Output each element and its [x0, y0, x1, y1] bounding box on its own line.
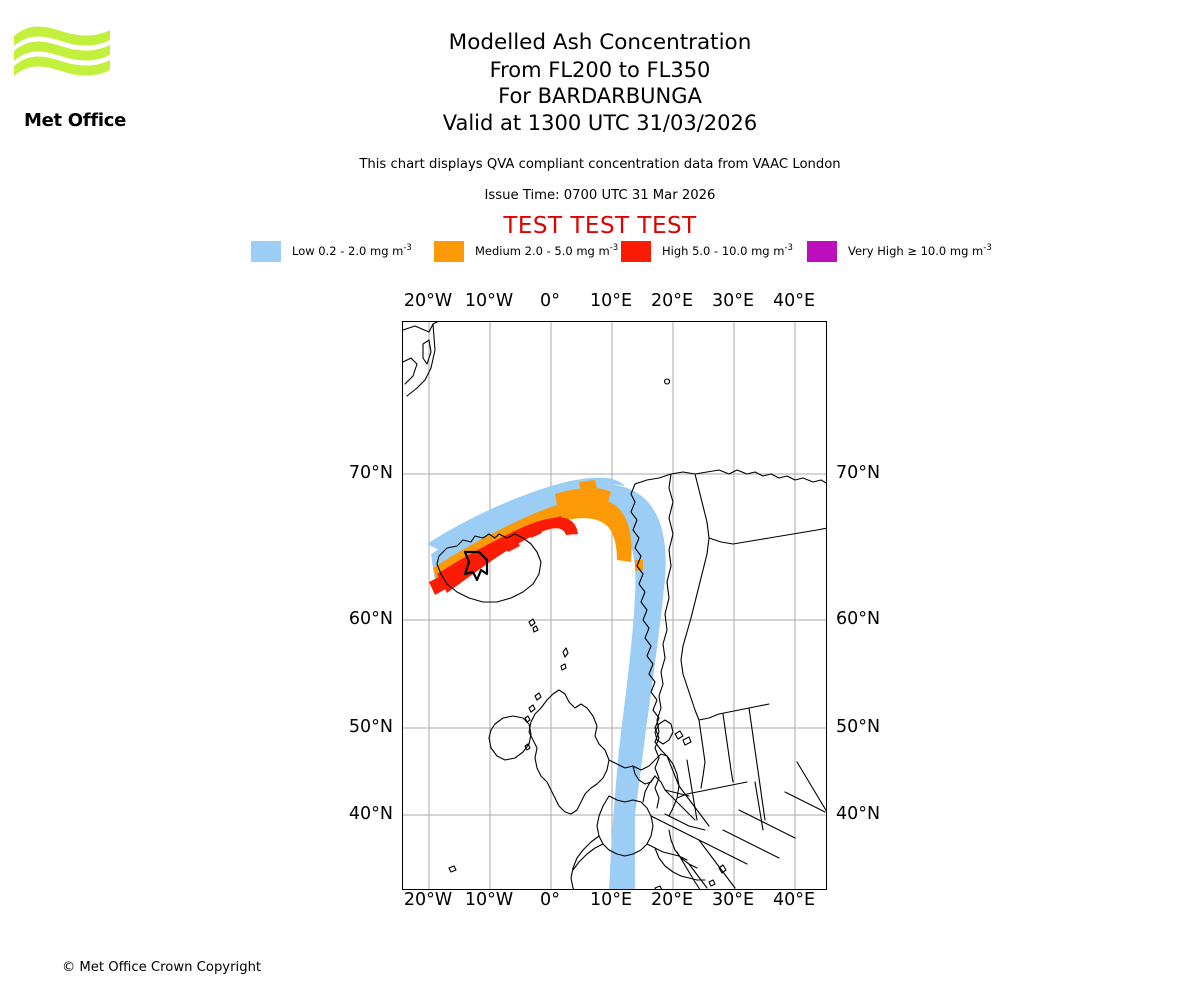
- legend-exponent: -3: [609, 243, 619, 254]
- lon-tick-label: 10°E: [589, 890, 633, 910]
- lon-tick-label: 20°W: [403, 291, 453, 311]
- lon-tick-label: 20°W: [403, 890, 453, 910]
- lat-tick-label: 70°N: [348, 463, 393, 483]
- map-panel: [402, 321, 827, 890]
- legend-swatch: [434, 240, 464, 262]
- lon-tick-label: 0°: [540, 291, 560, 311]
- met-office-logo-text: Met Office: [24, 110, 127, 131]
- copyright-footer: © Met Office Crown Copyright: [62, 960, 262, 975]
- lat-tick-label: 40°N: [836, 804, 881, 824]
- map-canvas: [403, 322, 826, 889]
- legend-exponent: -3: [983, 243, 992, 254]
- legend-swatch: [807, 240, 837, 262]
- legend-exponent: -3: [784, 243, 793, 254]
- title-line-1: Modelled Ash Concentration: [448, 30, 752, 55]
- met-office-logo: Met Office: [12, 24, 212, 130]
- chart-title-block: Modelled Ash Concentration From FL200 to…: [0, 30, 1200, 136]
- lat-tick-label: 40°N: [348, 804, 393, 824]
- title-line-3: For BARDARBUNGA: [498, 84, 702, 108]
- test-banner: TEST TEST TEST: [503, 213, 697, 239]
- legend-item: Very High ≥ 10.0 mg m-3: [807, 240, 992, 262]
- lon-tick-label: 10°E: [589, 291, 633, 311]
- lat-tick-label: 50°N: [348, 717, 393, 737]
- map-gridlines: [403, 322, 826, 889]
- ash-plume-low: [427, 477, 666, 889]
- lon-tick-label: 30°E: [711, 890, 755, 910]
- legend-swatch: [251, 240, 281, 262]
- lon-tick-label: 40°E: [772, 291, 816, 311]
- legend-item: Medium 2.0 - 5.0 mg m-3: [434, 240, 618, 262]
- map-coastlines: [403, 322, 826, 889]
- legend-label: High 5.0 - 10.0 mg m-3: [662, 243, 793, 259]
- legend-exponent: -3: [403, 243, 412, 254]
- lon-tick-label: 0°: [540, 890, 560, 910]
- lon-tick-label: 30°E: [711, 291, 755, 311]
- legend-swatch: [621, 240, 651, 262]
- legend-label: Very High ≥ 10.0 mg m-3: [848, 243, 992, 259]
- legend-label: Low 0.2 - 2.0 mg m-3: [292, 243, 412, 259]
- lat-tick-label: 60°N: [348, 609, 393, 629]
- lon-tick-label: 10°W: [464, 890, 514, 910]
- ash-plume-medium: [433, 480, 643, 587]
- legend-item: Low 0.2 - 2.0 mg m-3: [251, 240, 412, 262]
- met-office-wave-mark: [14, 26, 110, 76]
- legend-label: Medium 2.0 - 5.0 mg m-3: [475, 243, 619, 259]
- chart-subtitle: This chart displays QVA compliant concen…: [359, 157, 841, 172]
- title-line-4: Valid at 1300 UTC 31/03/2026: [442, 110, 758, 135]
- lon-tick-label: 20°E: [650, 890, 694, 910]
- lon-tick-label: 10°W: [464, 291, 514, 311]
- legend-item: High 5.0 - 10.0 mg m-3: [621, 240, 793, 262]
- map-frame: [402, 321, 827, 890]
- lat-tick-label: 50°N: [836, 717, 881, 737]
- lat-tick-label: 70°N: [836, 463, 881, 483]
- lat-tick-label: 60°N: [836, 609, 881, 629]
- title-line-2: From FL200 to FL350: [489, 57, 711, 82]
- lon-tick-label: 40°E: [772, 890, 816, 910]
- concentration-legend: Low 0.2 - 2.0 mg m-3 Medium 2.0 - 5.0 mg …: [0, 240, 1200, 264]
- lon-tick-label: 20°E: [650, 291, 694, 311]
- issue-time: Issue Time: 0700 UTC 31 Mar 2026: [484, 188, 716, 203]
